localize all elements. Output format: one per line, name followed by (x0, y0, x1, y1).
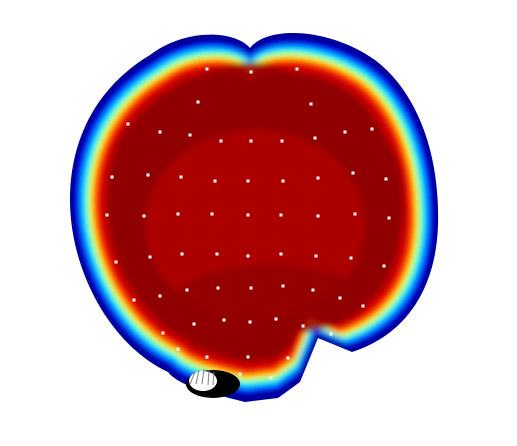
electrode-dot (210, 212, 214, 216)
heat-blob (355, 140, 405, 260)
electrode-dot (246, 179, 250, 183)
electrode-dot (249, 286, 253, 290)
electrode-dot (249, 139, 253, 143)
electrode-dot (188, 133, 192, 137)
electrode-dot (387, 216, 391, 220)
electrode-dot (248, 320, 252, 324)
electrode-dot (329, 332, 333, 336)
electrode-dot (213, 179, 217, 183)
electrode-dot (185, 288, 189, 292)
heat-blob (175, 265, 365, 335)
electrode-dot (279, 213, 283, 217)
electrode-dot (281, 179, 285, 183)
electrode-dot (114, 260, 118, 264)
electrode-dot (176, 347, 180, 351)
electrode-dot (132, 298, 136, 302)
electrode-dot (286, 356, 290, 360)
electrode-dot (301, 324, 305, 328)
electrode-dot (295, 67, 299, 71)
electrode-dot (353, 212, 357, 216)
heat-rings (70, 35, 439, 400)
electrode-dot (280, 139, 284, 143)
electrode-dot (126, 122, 130, 126)
electrode-dot (269, 376, 273, 380)
electrode-dot (249, 70, 253, 74)
electrode-dot (349, 256, 353, 260)
electrode-dot (158, 294, 162, 298)
electrode-dot (279, 252, 283, 256)
electrode-dot (316, 214, 320, 218)
electrode-grid (105, 67, 391, 380)
electrode-dot (274, 317, 278, 321)
electrode-dot (238, 372, 242, 376)
electrode-dot (338, 296, 342, 300)
electrode-dot (205, 67, 209, 71)
electrode-dot (179, 175, 183, 179)
electrode-dot (311, 288, 315, 292)
electrode-dot (215, 252, 219, 256)
electrode-dot (246, 213, 250, 217)
electrode-dot (382, 264, 386, 268)
electrode-dot (205, 355, 209, 359)
electrode-dot (192, 322, 196, 326)
electrode-dot (314, 254, 318, 258)
electrode-dot (216, 286, 220, 290)
electrode-dot (158, 130, 162, 134)
electrode-dot (361, 304, 365, 308)
electrode-dot (316, 176, 320, 180)
electrode-dot (196, 100, 200, 104)
electrode-dot (142, 214, 146, 218)
electrode-dot (246, 355, 250, 359)
electrode-dot (309, 102, 313, 106)
electrode-dot (351, 171, 355, 175)
electrode-dot (161, 331, 165, 335)
electrode-dot (146, 173, 150, 177)
electrode-dot (313, 136, 317, 140)
electrode-dot (246, 254, 250, 258)
electrode-dot (148, 255, 152, 259)
electrode-dot (110, 175, 114, 179)
reference-electrode-marker (186, 368, 240, 398)
electrode-dot (180, 252, 184, 256)
electrode-dot (219, 139, 223, 143)
heat-blob (190, 62, 310, 138)
electrode-dot (105, 213, 109, 217)
electrode-dot (281, 284, 285, 288)
electrode-dot (384, 177, 388, 181)
electrode-dot (176, 212, 180, 216)
electrode-dot (222, 318, 226, 322)
electrode-dot (370, 127, 374, 131)
electrode-dot (343, 130, 347, 134)
